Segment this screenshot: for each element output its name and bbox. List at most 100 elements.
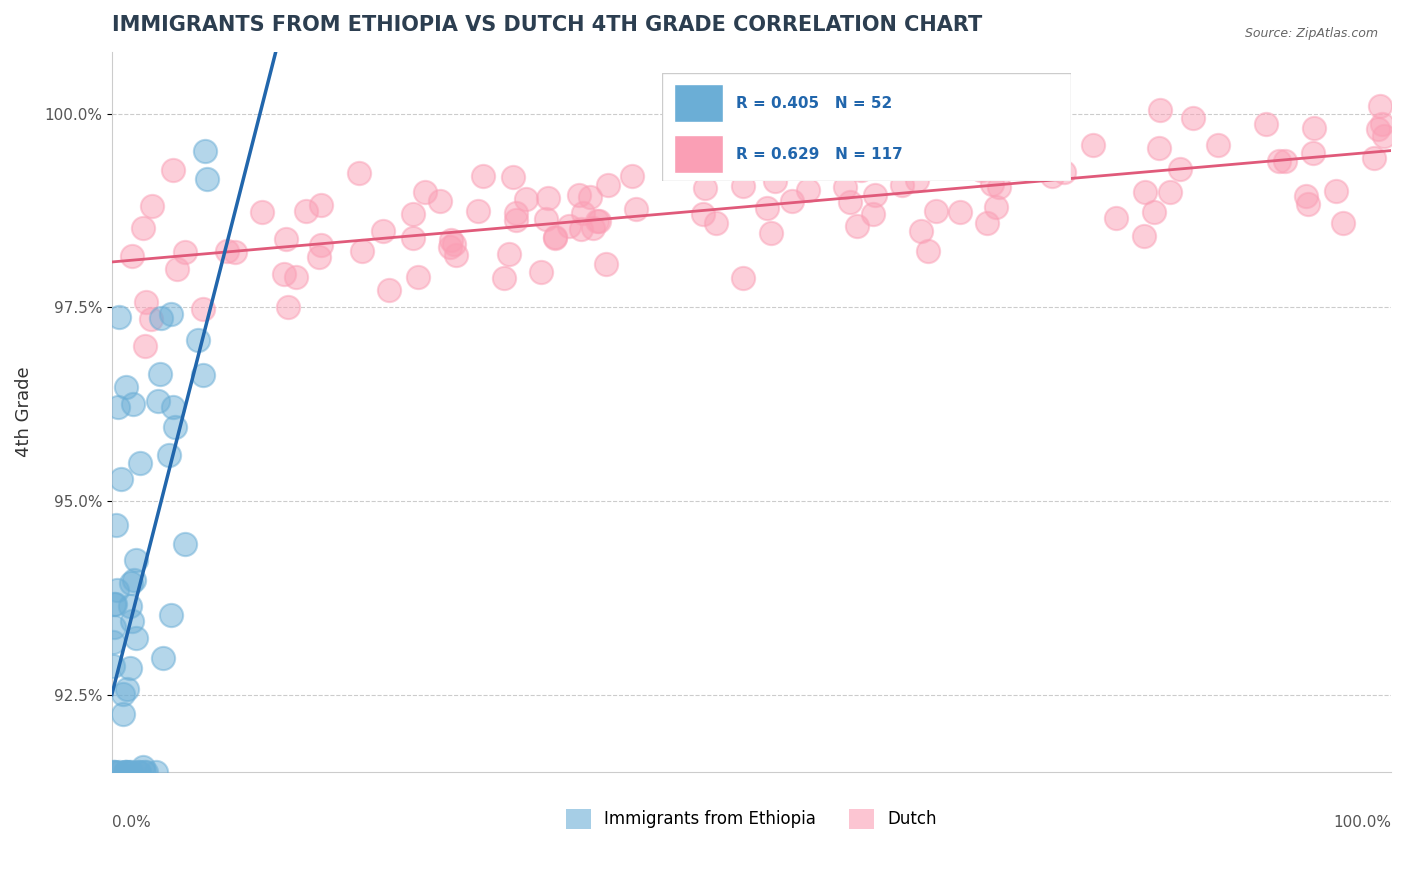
Point <box>135 295 157 310</box>
Point <box>101 635 124 649</box>
Point <box>294 203 316 218</box>
Point <box>132 760 155 774</box>
Point <box>122 397 145 411</box>
Point <box>120 765 142 780</box>
Point <box>1324 184 1347 198</box>
Legend: Immigrants from Ethiopia, Dutch: Immigrants from Ethiopia, Dutch <box>560 802 943 836</box>
Point <box>582 221 605 235</box>
Point <box>157 448 180 462</box>
Point <box>1369 99 1392 113</box>
Point <box>569 222 592 236</box>
Point <box>443 236 465 251</box>
Point <box>987 180 1010 194</box>
Point <box>1302 145 1324 160</box>
Point <box>402 231 425 245</box>
Point <box>863 188 886 202</box>
Point <box>194 145 217 159</box>
Point <box>114 380 136 394</box>
Point <box>1331 216 1354 230</box>
Point <box>165 419 187 434</box>
Point <box>1371 117 1393 131</box>
Point <box>949 205 972 219</box>
Point <box>1081 137 1104 152</box>
Point <box>104 598 127 612</box>
Point <box>1053 164 1076 178</box>
Point <box>755 202 778 216</box>
Text: Source: ZipAtlas.com: Source: ZipAtlas.com <box>1244 27 1378 40</box>
Point <box>174 245 197 260</box>
Point <box>849 162 872 177</box>
Point <box>846 219 869 233</box>
Point <box>1133 228 1156 243</box>
Point <box>166 261 188 276</box>
Point <box>440 233 463 247</box>
Point <box>429 194 451 208</box>
Point <box>129 456 152 470</box>
Point <box>797 183 820 197</box>
Point <box>981 177 1004 191</box>
Point <box>780 194 803 209</box>
Point <box>309 238 332 252</box>
Point <box>250 204 273 219</box>
Point <box>1149 141 1171 155</box>
Point <box>1256 117 1278 131</box>
Point <box>105 583 128 598</box>
Point <box>120 576 142 591</box>
Point <box>572 205 595 219</box>
Point <box>537 191 560 205</box>
Point <box>406 269 429 284</box>
Point <box>862 207 884 221</box>
Point <box>970 163 993 178</box>
Point <box>733 148 755 162</box>
Point <box>134 339 156 353</box>
Point <box>104 765 127 780</box>
Point <box>378 283 401 297</box>
Point <box>108 310 131 325</box>
Point <box>401 206 423 220</box>
Point <box>149 311 172 326</box>
Point <box>127 765 149 780</box>
Point <box>111 706 134 721</box>
Text: 0.0%: 0.0% <box>112 815 150 830</box>
Point <box>1159 185 1181 199</box>
Point <box>1268 153 1291 168</box>
Point <box>159 608 181 623</box>
Point <box>621 169 644 183</box>
Point <box>534 212 557 227</box>
Point <box>467 203 489 218</box>
Point <box>1296 197 1319 211</box>
Text: 100.0%: 100.0% <box>1333 815 1391 830</box>
Point <box>145 765 167 780</box>
Point <box>596 178 619 193</box>
Point <box>544 229 567 244</box>
Point <box>141 311 163 326</box>
Point <box>195 172 218 186</box>
Point <box>588 214 610 228</box>
Point <box>111 687 134 701</box>
Point <box>994 142 1017 156</box>
Point <box>439 240 461 254</box>
Point <box>704 216 727 230</box>
Point <box>733 271 755 285</box>
Point <box>274 232 297 246</box>
Point <box>191 368 214 383</box>
Point <box>917 244 939 259</box>
Point <box>121 249 143 263</box>
Point <box>224 244 246 259</box>
Point <box>114 765 136 780</box>
Point <box>626 202 648 216</box>
Point <box>103 620 125 634</box>
Point <box>277 300 299 314</box>
Point <box>162 163 184 178</box>
Point <box>371 224 394 238</box>
Point <box>114 765 136 780</box>
Point <box>125 553 148 567</box>
Text: IMMIGRANTS FROM ETHIOPIA VS DUTCH 4TH GRADE CORRELATION CHART: IMMIGRANTS FROM ETHIOPIA VS DUTCH 4TH GR… <box>112 15 981 35</box>
Point <box>1182 111 1205 125</box>
Point <box>986 200 1008 214</box>
Point <box>446 248 468 262</box>
Point <box>193 302 215 317</box>
Point <box>215 244 238 258</box>
Point <box>152 650 174 665</box>
Point <box>107 765 129 780</box>
